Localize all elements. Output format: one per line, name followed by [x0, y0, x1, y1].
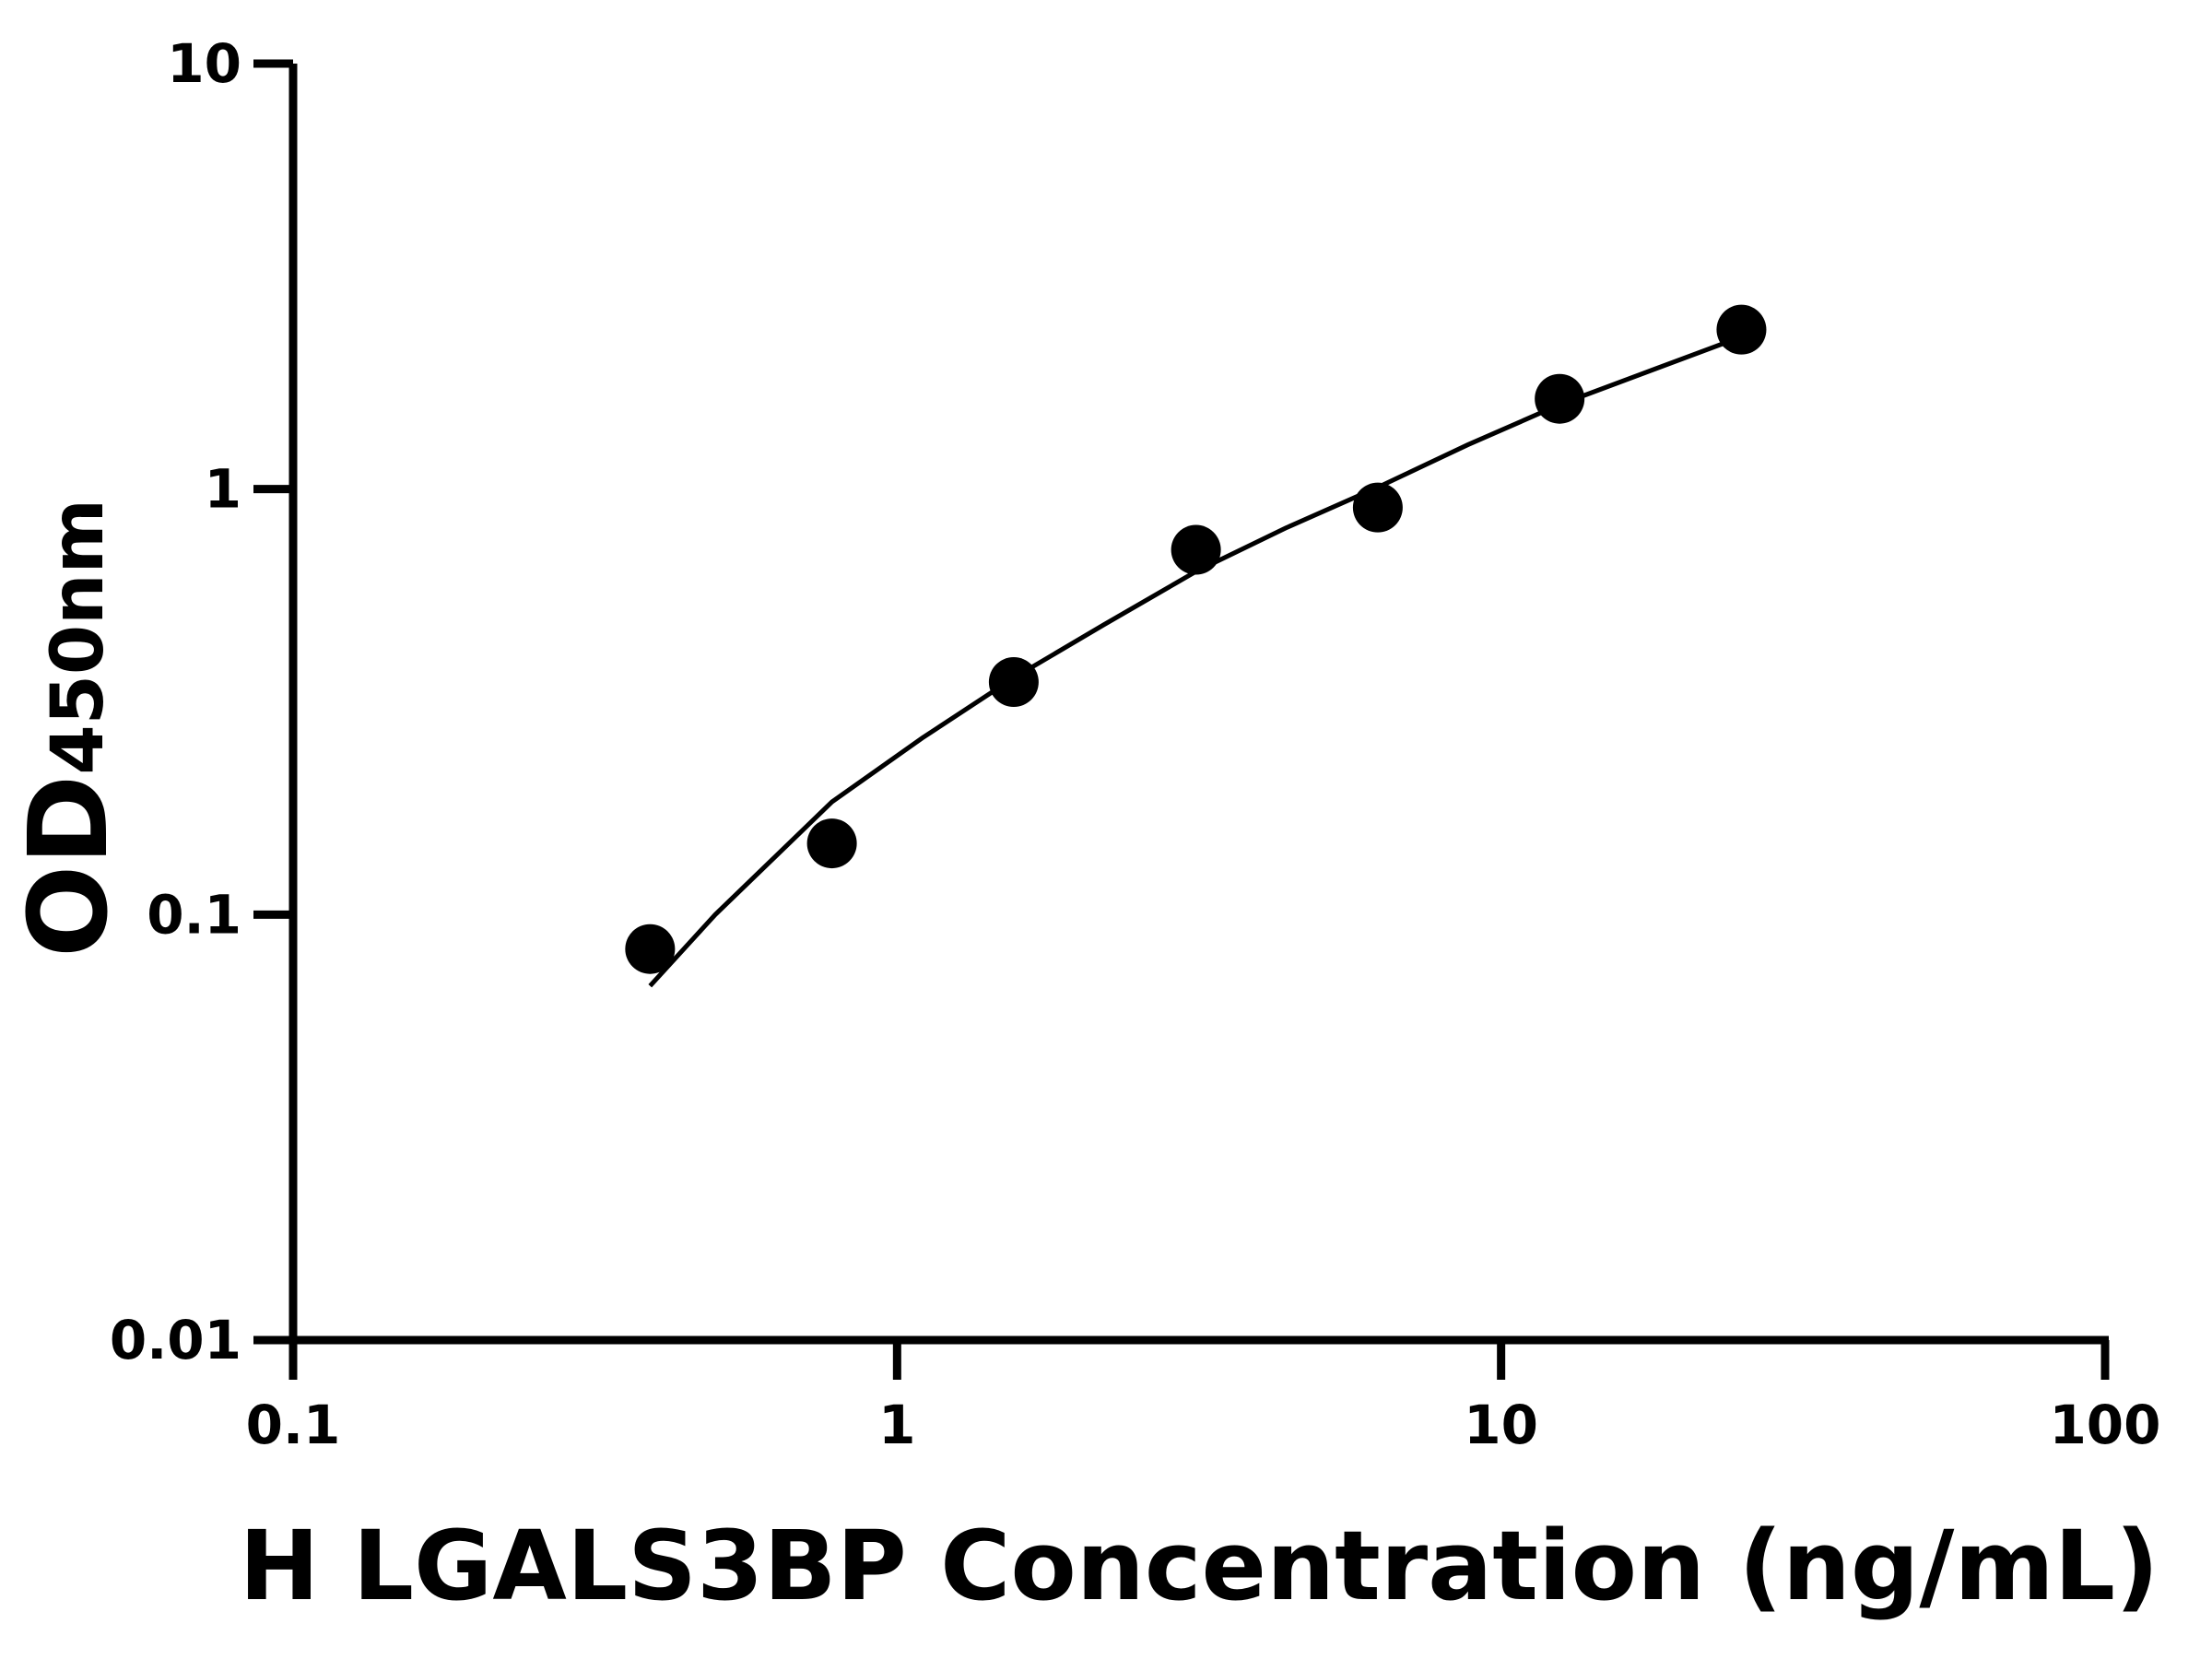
y-tick-label: 10 [167, 32, 241, 95]
data-point [1171, 524, 1221, 575]
y-tick-label: 0.1 [147, 883, 241, 946]
data-point [1716, 304, 1767, 355]
fit-curve [648, 335, 1743, 988]
x-tick-label: 1 [878, 1394, 915, 1456]
data-point [806, 818, 857, 869]
x-tick-label: 100 [2049, 1394, 2160, 1456]
data-point [1535, 373, 1585, 424]
y-axis-label-sub: 450nm [37, 499, 120, 775]
y-axis-label: OD450nm [5, 499, 132, 958]
x-tick-label: 10 [1464, 1394, 1538, 1456]
data-point [625, 924, 676, 974]
data-point [988, 657, 1039, 708]
y-tick-label: 0.01 [110, 1309, 241, 1371]
y-tick-label: 1 [205, 458, 241, 521]
x-axis-label: H LGALS3BP Concentration (ng/mL) [239, 1510, 2159, 1622]
x-tick-label: 0.1 [246, 1394, 341, 1456]
y-axis-label-main: OD [5, 775, 132, 958]
data-point [1352, 482, 1403, 533]
